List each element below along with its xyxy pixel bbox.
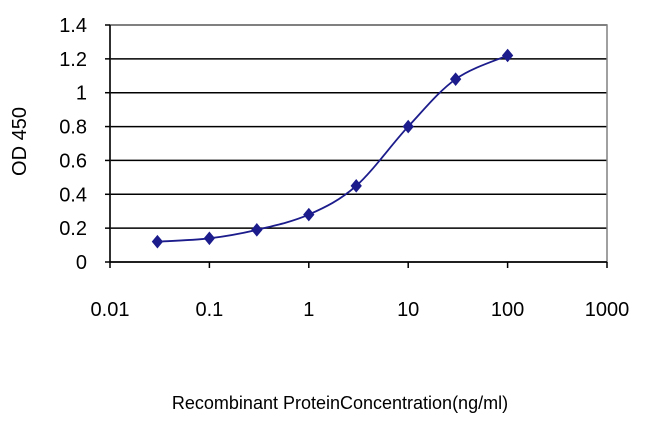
y-axis-title: OD 450 (9, 107, 31, 176)
x-axis: 0.01 0.1 1 10 100 1000 (91, 261, 630, 321)
x-tick-label: 0.01 (91, 299, 130, 321)
y-tick-label: 1 (76, 83, 87, 105)
x-tick-label: 1 (303, 299, 314, 321)
x-tick-label: 100 (491, 299, 524, 321)
x-tick-label: 10 (397, 299, 419, 321)
series-line-0 (157, 54, 508, 243)
x-tick-label: 0.1 (195, 299, 223, 321)
series-group (151, 48, 514, 249)
data-point-4 (350, 179, 362, 193)
gridlines (110, 24, 607, 263)
y-tick-label: 0.8 (59, 117, 87, 139)
y-tick-label: 0.4 (59, 184, 87, 206)
y-axis: 0 0.2 0.4 0.6 0.8 1 1.2 1.4 (59, 15, 111, 274)
plot-area-frame (109, 24, 608, 263)
y-tick-label: 0 (76, 252, 87, 274)
data-point-5 (402, 119, 414, 134)
x-tick-label: 1000 (585, 299, 630, 321)
data-point-0 (151, 234, 164, 249)
y-tick-label: 1.4 (59, 15, 87, 37)
x-axis-title: Recombinant ProteinConcentration(ng/ml) (172, 393, 508, 413)
data-point-2 (251, 223, 263, 237)
y-tick-label: 0.2 (59, 218, 87, 240)
data-point-1 (203, 231, 216, 246)
data-point-3 (303, 207, 315, 222)
data-point-6 (449, 72, 462, 86)
y-tick-label: 0.6 (59, 150, 87, 172)
data-point-7 (501, 48, 514, 63)
y-tick-label: 1.2 (59, 49, 87, 71)
